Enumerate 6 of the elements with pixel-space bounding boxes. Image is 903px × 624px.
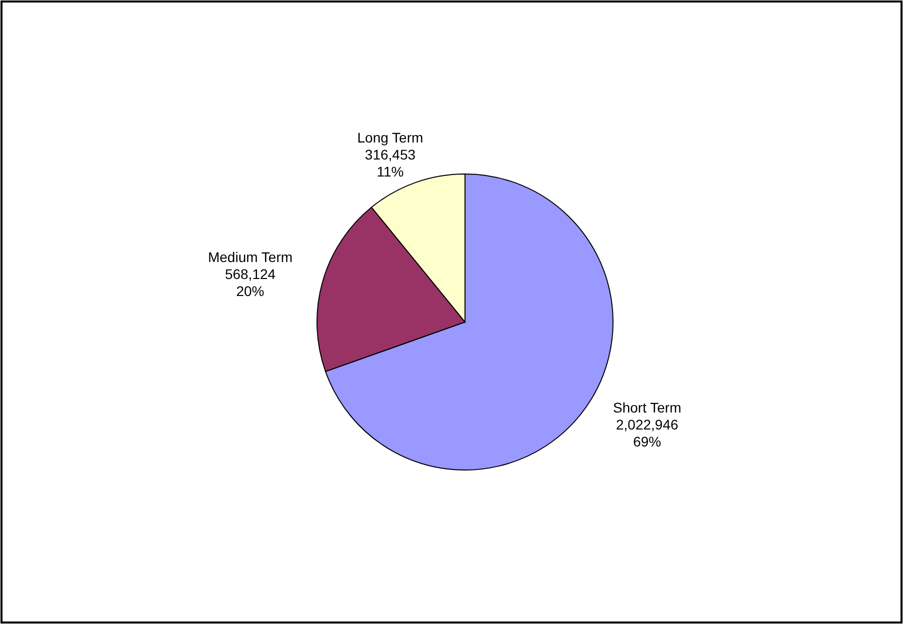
slice-label: Long Term xyxy=(357,129,424,146)
data-label: 316,453 11% xyxy=(364,146,416,180)
data-label: 568,124 20% xyxy=(224,266,276,299)
slice-label: Short Term xyxy=(613,400,682,416)
slice-label: Medium Term xyxy=(208,248,293,265)
data-label: 2,022,946 69% xyxy=(616,416,678,450)
